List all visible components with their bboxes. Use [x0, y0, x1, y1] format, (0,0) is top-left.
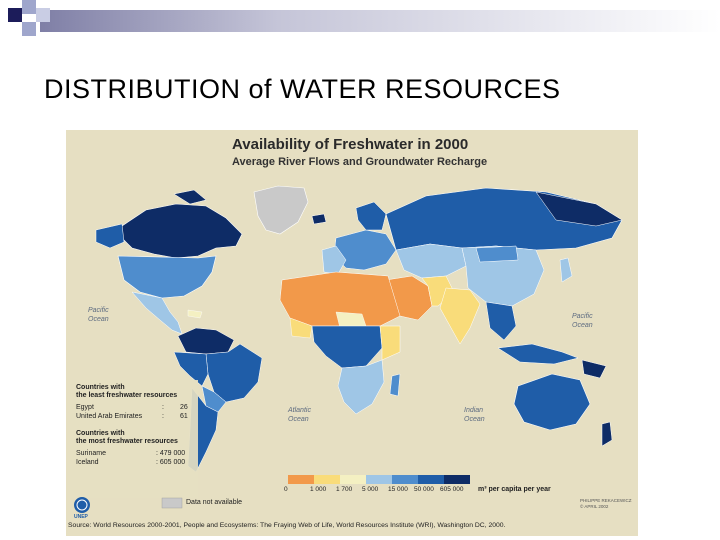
most-row-2-value: : 605 000 — [156, 459, 186, 466]
scale-tick-6: 605 000 — [440, 486, 464, 493]
usa-region — [117, 255, 217, 299]
scale-swatch-5 — [418, 475, 444, 484]
no-data-swatch — [161, 497, 183, 509]
slide-header-decoration — [0, 0, 720, 36]
least-row-1-country: Egypt — [76, 404, 94, 411]
deco-square-light-2 — [22, 22, 36, 36]
deco-square-pale — [36, 8, 50, 22]
freshwater-map-figure: Availability of Freshwater in 2000 Avera… — [66, 130, 638, 536]
map-source: Source: World Resources 2000-2001, Peopl… — [68, 522, 506, 529]
scale-swatch-3 — [366, 475, 392, 484]
scale-tick-4: 15 000 — [388, 486, 408, 493]
brazil-region — [205, 343, 263, 403]
scale-tick-0: 0 — [284, 486, 288, 493]
unep-logo — [74, 497, 90, 513]
legend-panel — [70, 380, 198, 498]
australia-region — [513, 373, 591, 431]
indonesia-region — [497, 343, 579, 365]
least-freshwater-heading: Countries with the least freshwater reso… — [76, 384, 178, 399]
least-row-2-value: 61 — [180, 413, 188, 420]
deco-square-dark — [8, 8, 22, 22]
most-row-1-value: : 479 000 — [156, 450, 186, 457]
pacific-ocean-label-left: Pacific Ocean — [88, 307, 109, 323]
least-row-2-sep: : — [162, 413, 164, 420]
scale-swatch-2 — [340, 475, 366, 484]
southern-africa-region — [337, 359, 385, 415]
map-title: Availability of Freshwater in 2000 — [232, 136, 469, 153]
scale-tick-2: 1 700 — [336, 486, 353, 493]
no-data-label: Data not available — [186, 499, 243, 506]
least-row-1-sep: : — [162, 404, 164, 411]
pacific-ocean-label-right: Pacific Ocean — [572, 313, 593, 329]
scale-tick-1: 1 000 — [310, 486, 327, 493]
indian-ocean-label: Indian Ocean — [464, 407, 485, 423]
world-map — [66, 130, 638, 536]
least-row-1-value: 26 — [180, 404, 188, 411]
arctic-islands — [173, 189, 207, 205]
most-row-2-country: Iceland — [76, 459, 99, 466]
scale-swatch-1 — [314, 475, 340, 484]
atlantic-ocean-label: Atlantic Ocean — [288, 407, 311, 423]
map-credit: PHILIPPE REKACEWICZ © APRIL 2002 — [580, 498, 632, 509]
alaska-region — [95, 223, 125, 249]
map-subtitle: Average River Flows and Groundwater Rech… — [232, 156, 488, 168]
color-scale — [288, 475, 470, 484]
scale-tick-3: 5 000 — [362, 486, 379, 493]
india-region — [439, 287, 481, 345]
scale-tick-5: 50 000 — [414, 486, 434, 493]
least-row-2-country: United Arab Emirates — [76, 413, 143, 420]
northern-south-america — [177, 327, 235, 355]
scale-swatch-4 — [392, 475, 418, 484]
unep-label: UNEP — [74, 514, 88, 520]
deco-square-light — [22, 0, 36, 14]
slide-title: DISTRIBUTION of WATER RESOURCES — [44, 74, 561, 104]
canada-region — [121, 203, 243, 259]
greenland-region — [253, 185, 309, 235]
scale-swatch-0 — [288, 475, 314, 484]
scale-swatch-6 — [444, 475, 470, 484]
most-freshwater-heading: Countries with the most freshwater resou… — [76, 430, 178, 445]
most-row-1-country: Suriname — [76, 450, 106, 457]
header-gradient — [40, 10, 720, 32]
scale-unit-label: m³ per capita per year — [478, 486, 551, 493]
